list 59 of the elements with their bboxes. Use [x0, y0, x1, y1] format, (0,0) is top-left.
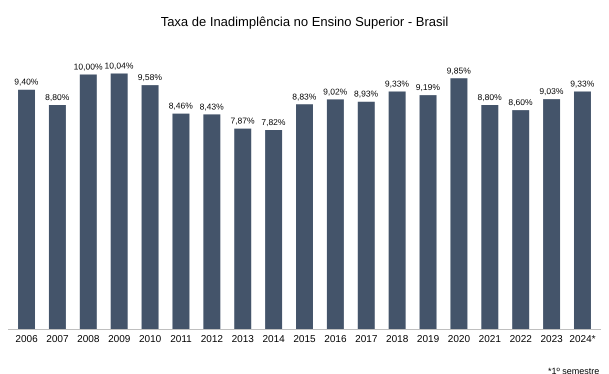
- data-label: 8,43%: [200, 101, 224, 112]
- bar: [172, 114, 190, 329]
- x-tick-label: 2023: [540, 334, 564, 345]
- x-tick-label: 2011: [170, 334, 192, 345]
- data-label: 8,46%: [168, 100, 194, 111]
- bar: [110, 73, 128, 329]
- data-label: 9,33%: [384, 78, 410, 89]
- data-label: 9,19%: [416, 82, 440, 92]
- data-label: 8,83%: [292, 91, 317, 102]
- x-tick-label: 2020: [448, 334, 470, 345]
- x-tick-label: 2018: [386, 334, 409, 345]
- bar: [543, 99, 560, 329]
- x-tick-label: 2014: [262, 334, 286, 345]
- x-tick-label: 2006: [15, 334, 38, 345]
- chart-title: Taxa de Inadimplência no Ensino Superior - Brasil: [160, 14, 448, 29]
- data-label: 9,03%: [539, 86, 564, 96]
- data-label: 7,82%: [261, 116, 286, 127]
- bar: [18, 90, 36, 329]
- bar: [450, 78, 468, 329]
- x-tick-label: 2010: [138, 334, 162, 345]
- x-tick-label: 2024*: [569, 334, 596, 345]
- bar: [296, 104, 313, 329]
- data-label: 9,40%: [14, 76, 39, 87]
- data-label: 8,80%: [45, 92, 70, 102]
- bar: [48, 105, 66, 329]
- data-label: 9,58%: [138, 72, 162, 82]
- data-label: 9,85%: [446, 65, 472, 76]
- x-tick-label: 2012: [200, 334, 224, 345]
- bar: [80, 74, 97, 329]
- bar: [388, 92, 406, 329]
- data-label: 8,93%: [354, 88, 379, 99]
- x-tick-label: 2019: [416, 334, 440, 345]
- data-label: 9,02%: [323, 86, 348, 96]
- bar: [512, 110, 530, 329]
- bar: [234, 128, 252, 329]
- x-tick-label: 2013: [232, 334, 254, 345]
- x-tick-label: 2016: [324, 334, 347, 345]
- data-label: 10,00%: [74, 61, 103, 72]
- x-tick-label: 2009: [108, 334, 131, 345]
- data-label: 10,04%: [104, 60, 134, 70]
- bar: [326, 99, 344, 329]
- x-tick-label: 2021: [478, 334, 502, 345]
- x-tick-label: 2022: [510, 334, 532, 345]
- text: *1º semestre: [548, 366, 600, 374]
- bar: [265, 130, 282, 329]
- data-label: 9,33%: [570, 78, 595, 89]
- bar: [420, 95, 437, 329]
- bar: [142, 85, 159, 329]
- x-tick-label: 2007: [46, 334, 69, 345]
- data-label: 8,60%: [508, 97, 533, 108]
- bar: [358, 102, 375, 329]
- x-tick-label: 2008: [77, 334, 100, 345]
- data-label: 7,87%: [230, 116, 255, 126]
- data-label: 8,80%: [478, 92, 502, 102]
- bar: [203, 114, 220, 329]
- bar: [574, 92, 591, 329]
- x-tick-label: 2015: [293, 334, 316, 345]
- x-tick-label: 2017: [355, 334, 378, 345]
- bar: [481, 105, 498, 329]
